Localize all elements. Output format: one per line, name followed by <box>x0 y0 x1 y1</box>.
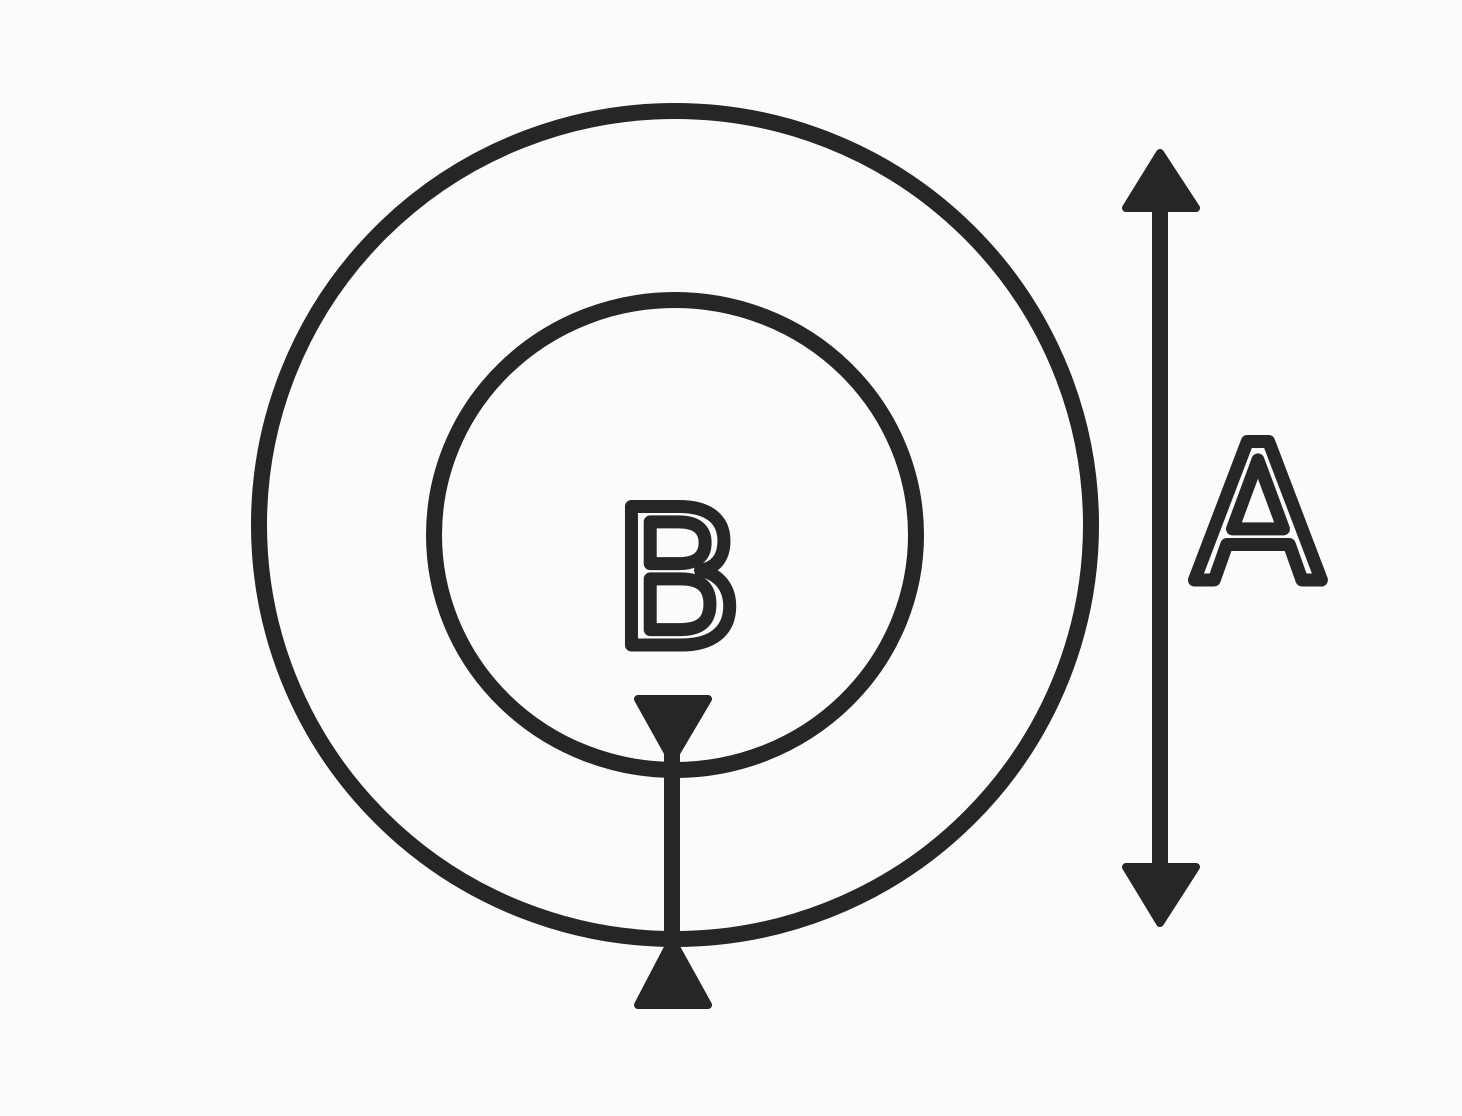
dimension-a-top-arrowhead <box>1122 149 1200 212</box>
gap-bottom-arrowhead <box>634 936 712 1009</box>
gap-dimension-arrow <box>634 695 712 1009</box>
label-a: A <box>1193 404 1323 625</box>
dimension-a-arrow <box>1122 149 1200 927</box>
dimension-a-bottom-arrowhead <box>1122 863 1200 927</box>
gap-top-arrowhead <box>634 695 712 764</box>
label-b: B <box>613 469 743 690</box>
